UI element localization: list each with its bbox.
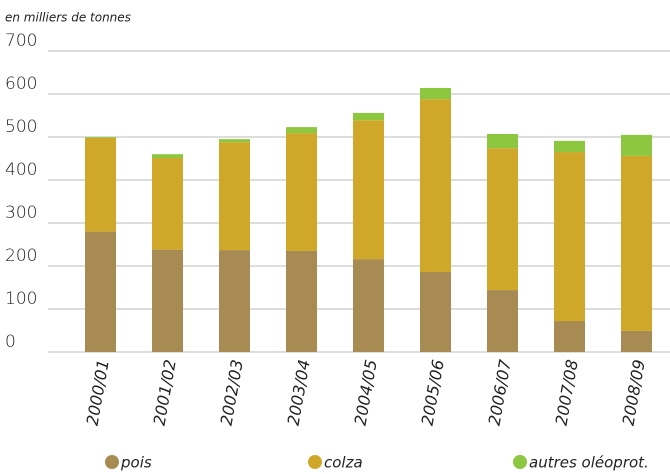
bar-segment xyxy=(487,290,518,352)
bar-segment xyxy=(420,87,451,100)
legend-label: pois xyxy=(120,454,152,472)
bar-segment xyxy=(219,250,250,352)
legend-marker xyxy=(308,455,322,469)
legend-marker xyxy=(513,455,527,469)
bar-segment xyxy=(152,249,183,352)
bar-segment xyxy=(554,321,585,352)
bar-segment xyxy=(286,133,317,251)
bar-segment xyxy=(152,158,183,250)
bar-segment xyxy=(420,272,451,352)
bar-segment xyxy=(85,137,116,232)
bar-segment xyxy=(621,330,652,352)
bar-segment xyxy=(219,142,250,251)
x-tick-label: 2002/03 xyxy=(217,358,247,427)
bar-segment xyxy=(85,231,116,352)
y-tick-label: 500 xyxy=(5,117,37,137)
y-tick-label: 700 xyxy=(5,31,37,51)
x-tick-label: 2003/04 xyxy=(284,358,314,427)
bar-segment xyxy=(353,112,384,121)
x-tick-label: 2006/07 xyxy=(485,357,515,427)
bar-segment xyxy=(353,120,384,260)
legend-label: autres oléoprot. xyxy=(529,454,649,472)
x-tick-label: 2000/01 xyxy=(83,358,113,427)
y-axis-label: en milliers de tonnes xyxy=(5,11,131,25)
bar-segment xyxy=(420,99,451,273)
y-tick-label: 400 xyxy=(5,160,37,180)
y-tick-label: 0 xyxy=(5,332,16,352)
x-tick-label: 2001/02 xyxy=(150,358,180,427)
bar-segment xyxy=(554,140,585,153)
x-tick-label: 2004/05 xyxy=(351,358,381,427)
bar-segment xyxy=(621,155,652,331)
bar-segment xyxy=(353,259,384,352)
legend-label: colza xyxy=(324,454,363,472)
bar-segment xyxy=(487,133,518,149)
y-tick-label: 300 xyxy=(5,203,37,223)
bar-segment xyxy=(152,154,183,159)
bar-segment xyxy=(554,152,585,322)
bar-segment xyxy=(219,139,250,143)
y-tick-label: 200 xyxy=(5,246,37,266)
bar-segment xyxy=(85,137,116,138)
bar-segment xyxy=(286,250,317,352)
bar-segment xyxy=(487,148,518,291)
bar-segment xyxy=(621,134,652,156)
y-tick-label: 100 xyxy=(5,289,37,309)
legend-marker xyxy=(105,455,119,469)
x-tick-label: 2005/06 xyxy=(418,358,448,427)
bar-segment xyxy=(286,127,317,134)
y-tick-label: 600 xyxy=(5,74,37,94)
x-tick-label: 2008/09 xyxy=(619,358,649,427)
x-tick-label: 2007/08 xyxy=(552,358,582,427)
